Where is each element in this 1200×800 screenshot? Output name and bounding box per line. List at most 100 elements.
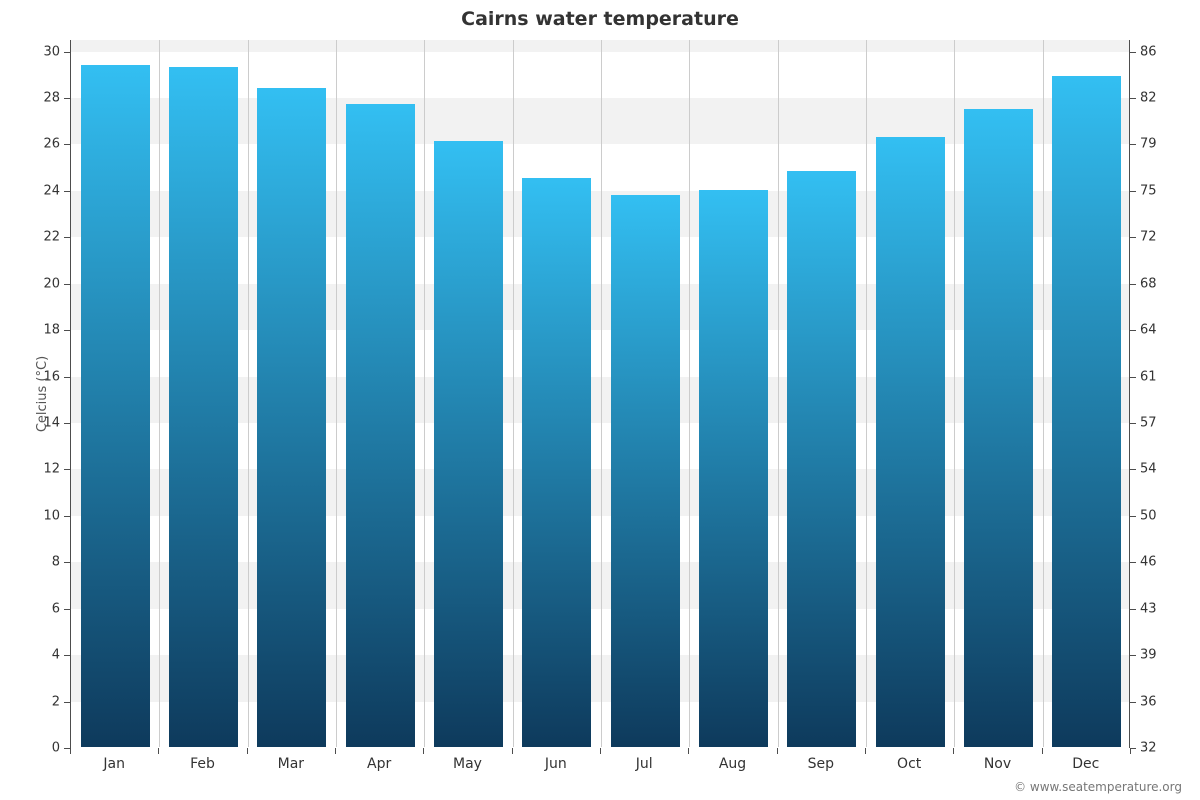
left-tick-label: 12 bbox=[43, 462, 60, 477]
bottom-tick-mark bbox=[600, 748, 601, 754]
left-tick-mark bbox=[64, 191, 70, 192]
left-tick-label: 20 bbox=[43, 276, 60, 291]
left-tick-label: 2 bbox=[52, 694, 60, 709]
bottom-tick-mark bbox=[512, 748, 513, 754]
bottom-tick-mark bbox=[1130, 748, 1131, 754]
right-tick-label: 39 bbox=[1140, 648, 1157, 663]
bottom-tick-mark bbox=[158, 748, 159, 754]
chart-container: { "chart": { "type": "bar", "title": "Ca… bbox=[0, 0, 1200, 800]
left-tick-mark bbox=[64, 562, 70, 563]
plot-band bbox=[71, 40, 1129, 52]
right-tick-mark bbox=[1130, 516, 1136, 517]
left-tick-label: 26 bbox=[43, 137, 60, 152]
category-label: Jan bbox=[103, 756, 125, 772]
grid-vertical bbox=[866, 40, 867, 747]
bottom-tick-mark bbox=[688, 748, 689, 754]
bar-apr bbox=[346, 104, 415, 747]
right-tick-mark bbox=[1130, 144, 1136, 145]
category-label: Dec bbox=[1072, 756, 1099, 772]
bar-dec bbox=[1052, 76, 1121, 747]
left-tick-label: 24 bbox=[43, 183, 60, 198]
attribution-text: © www.seatemperature.org bbox=[1014, 780, 1182, 794]
right-tick-label: 57 bbox=[1140, 416, 1157, 431]
category-label: Feb bbox=[190, 756, 215, 772]
bottom-tick-mark bbox=[865, 748, 866, 754]
right-tick-label: 43 bbox=[1140, 601, 1157, 616]
right-tick-label: 64 bbox=[1140, 323, 1157, 338]
left-tick-label: 8 bbox=[52, 555, 60, 570]
left-tick-label: 10 bbox=[43, 508, 60, 523]
chart-title: Cairns water temperature bbox=[0, 8, 1200, 30]
right-tick-mark bbox=[1130, 191, 1136, 192]
right-tick-label: 82 bbox=[1140, 91, 1157, 106]
grid-vertical bbox=[248, 40, 249, 747]
bottom-tick-mark bbox=[1042, 748, 1043, 754]
bar-sep bbox=[787, 171, 856, 747]
bottom-tick-mark bbox=[777, 748, 778, 754]
left-tick-label: 22 bbox=[43, 230, 60, 245]
grid-vertical bbox=[689, 40, 690, 747]
left-tick-mark bbox=[64, 52, 70, 53]
left-tick-mark bbox=[64, 98, 70, 99]
category-label: Mar bbox=[278, 756, 304, 772]
right-tick-label: 50 bbox=[1140, 508, 1157, 523]
right-tick-label: 79 bbox=[1140, 137, 1157, 152]
right-tick-mark bbox=[1130, 423, 1136, 424]
right-tick-label: 68 bbox=[1140, 276, 1157, 291]
left-tick-mark bbox=[64, 702, 70, 703]
right-tick-mark bbox=[1130, 330, 1136, 331]
left-tick-mark bbox=[64, 469, 70, 470]
bottom-tick-mark bbox=[423, 748, 424, 754]
category-label: Oct bbox=[897, 756, 921, 772]
left-tick-label: 30 bbox=[43, 44, 60, 59]
left-tick-mark bbox=[64, 655, 70, 656]
bar-jan bbox=[81, 65, 150, 747]
right-tick-label: 32 bbox=[1140, 741, 1157, 756]
left-tick-label: 4 bbox=[52, 648, 60, 663]
right-tick-mark bbox=[1130, 284, 1136, 285]
right-tick-mark bbox=[1130, 609, 1136, 610]
right-tick-mark bbox=[1130, 469, 1136, 470]
category-label: Apr bbox=[367, 756, 391, 772]
grid-vertical bbox=[778, 40, 779, 747]
category-label: Aug bbox=[719, 756, 746, 772]
bottom-tick-mark bbox=[247, 748, 248, 754]
right-tick-label: 36 bbox=[1140, 694, 1157, 709]
right-tick-mark bbox=[1130, 98, 1136, 99]
category-label: May bbox=[453, 756, 482, 772]
bottom-tick-mark bbox=[953, 748, 954, 754]
left-tick-mark bbox=[64, 237, 70, 238]
right-tick-mark bbox=[1130, 702, 1136, 703]
category-label: Nov bbox=[984, 756, 1011, 772]
plot-area bbox=[70, 40, 1130, 748]
bar-feb bbox=[169, 67, 238, 747]
left-tick-label: 0 bbox=[52, 741, 60, 756]
right-tick-mark bbox=[1130, 655, 1136, 656]
right-tick-label: 86 bbox=[1140, 44, 1157, 59]
grid-vertical bbox=[336, 40, 337, 747]
bottom-tick-mark bbox=[335, 748, 336, 754]
right-tick-label: 54 bbox=[1140, 462, 1157, 477]
left-axis-label: Celcius (°C) bbox=[35, 356, 50, 432]
right-tick-mark bbox=[1130, 377, 1136, 378]
bar-may bbox=[434, 141, 503, 747]
right-tick-label: 75 bbox=[1140, 183, 1157, 198]
left-tick-mark bbox=[64, 423, 70, 424]
right-tick-mark bbox=[1130, 52, 1136, 53]
right-tick-label: 72 bbox=[1140, 230, 1157, 245]
left-tick-mark bbox=[64, 609, 70, 610]
left-tick-mark bbox=[64, 284, 70, 285]
category-label: Jul bbox=[636, 756, 653, 772]
bar-jul bbox=[611, 195, 680, 747]
left-tick-mark bbox=[64, 144, 70, 145]
right-tick-label: 61 bbox=[1140, 369, 1157, 384]
left-tick-label: 6 bbox=[52, 601, 60, 616]
grid-vertical bbox=[954, 40, 955, 747]
left-tick-mark bbox=[64, 330, 70, 331]
bar-nov bbox=[964, 109, 1033, 747]
bar-mar bbox=[257, 88, 326, 747]
bar-oct bbox=[876, 137, 945, 748]
bottom-tick-mark bbox=[70, 748, 71, 754]
grid-vertical bbox=[159, 40, 160, 747]
grid-vertical bbox=[1043, 40, 1044, 747]
